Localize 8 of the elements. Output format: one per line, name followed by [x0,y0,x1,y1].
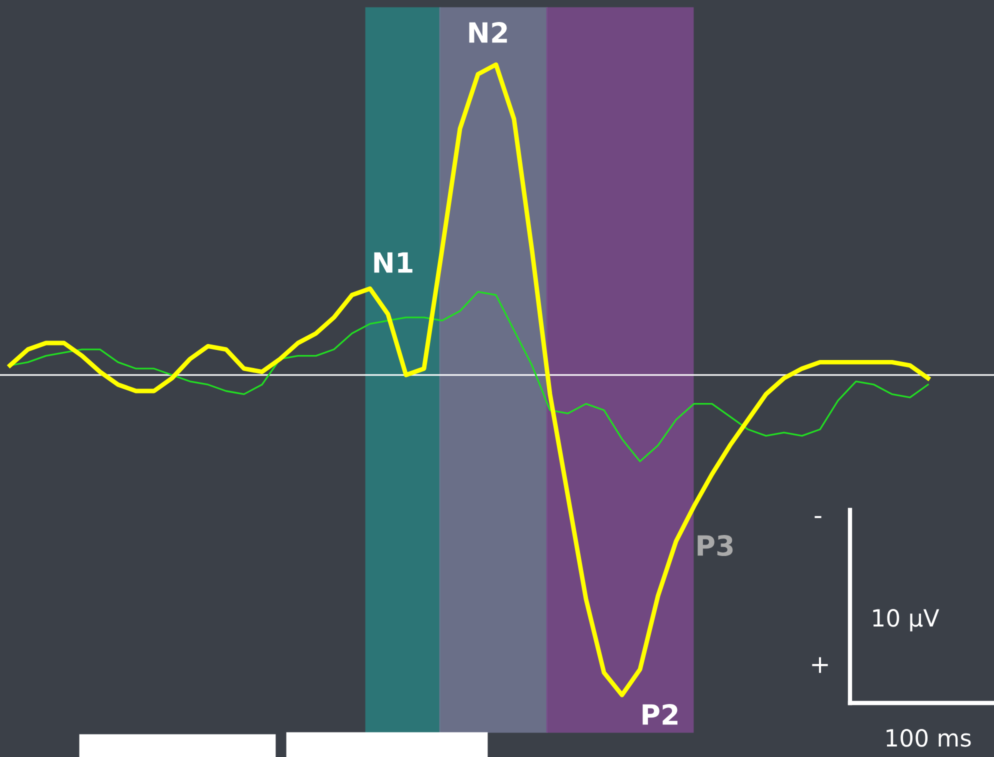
annotation: N1 [374,252,412,273]
text: P2 [642,704,678,725]
text: 100 ms [886,728,971,747]
annotation: 10 µV [873,608,940,632]
annotation: - [814,516,822,518]
annotation: P3 [698,535,733,556]
text: N2 [469,22,507,43]
annotation: + [812,657,828,673]
